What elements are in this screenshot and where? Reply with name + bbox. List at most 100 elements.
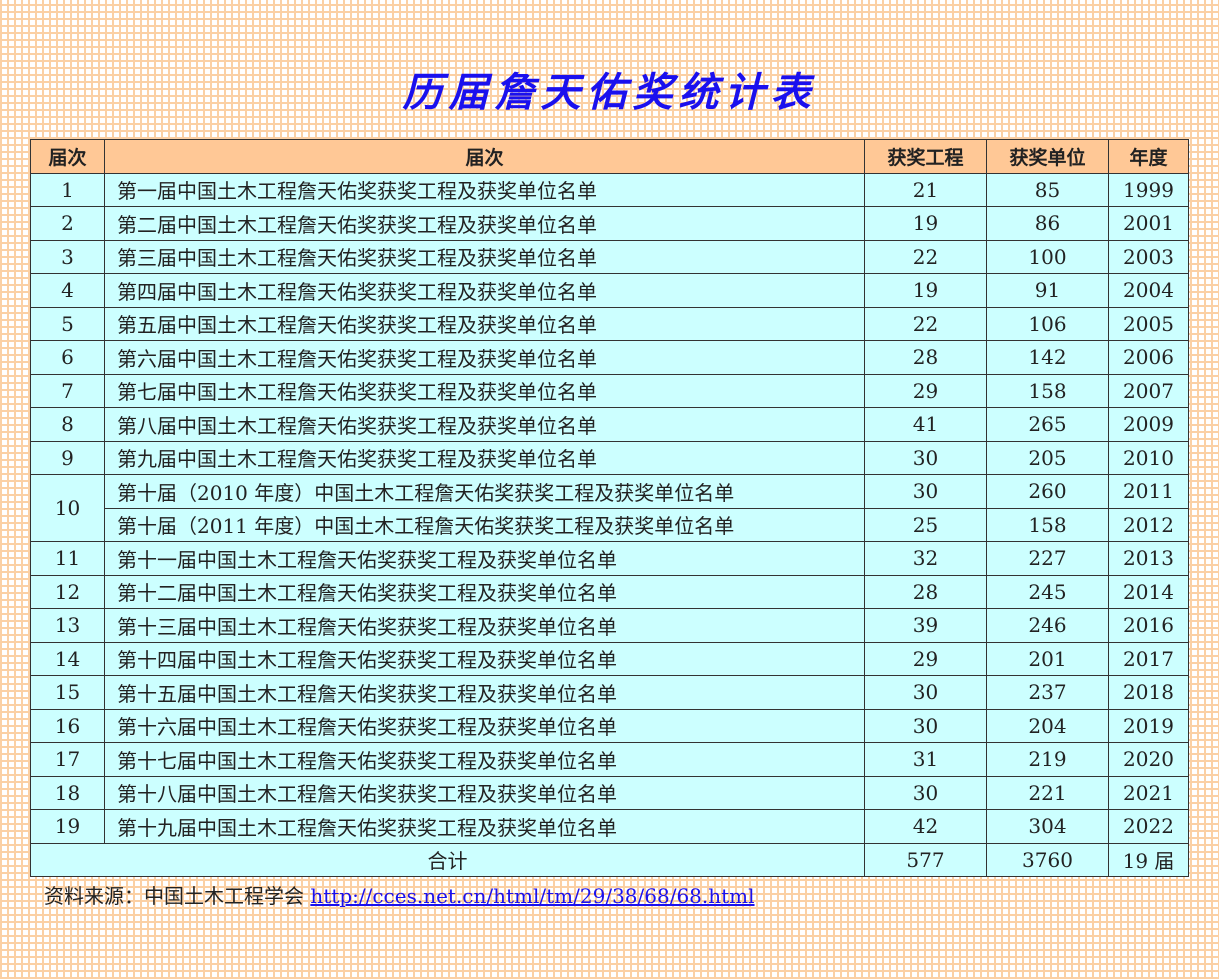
- table-row: 19 第十九届中国土木工程詹天佑奖获奖工程及获奖单位名单 42 304 2022: [30, 809, 1189, 844]
- cell-name: 第十六届中国土木工程詹天佑奖获奖工程及获奖单位名单: [104, 708, 865, 743]
- page-title: 历届詹天佑奖统计表: [402, 69, 817, 116]
- cell-units: 246: [986, 608, 1109, 643]
- cell-projects: 30: [864, 474, 987, 509]
- cell-projects: 30: [864, 675, 987, 710]
- header-session: 届次: [30, 139, 105, 174]
- cell-units: 304: [986, 809, 1109, 844]
- cell-name: 第八届中国土木工程詹天佑奖获奖工程及获奖单位名单: [104, 407, 865, 442]
- cell-projects: 28: [864, 574, 987, 609]
- table-row: 13 第十三届中国土木工程詹天佑奖获奖工程及获奖单位名单 39 246 2016: [30, 608, 1189, 643]
- cell-units: 221: [986, 775, 1109, 810]
- cell-session: 1: [30, 172, 105, 207]
- cell-name: 第十八届中国土木工程詹天佑奖获奖工程及获奖单位名单: [104, 775, 865, 810]
- cell-name: 第四届中国土木工程詹天佑奖获奖工程及获奖单位名单: [104, 273, 865, 308]
- cell-year: 2003: [1108, 239, 1189, 274]
- cell-session: 11: [30, 541, 105, 576]
- table-row: 8 第八届中国土木工程詹天佑奖获奖工程及获奖单位名单 41 265 2009: [30, 407, 1189, 442]
- cell-session: 4: [30, 273, 105, 308]
- cell-projects: 19: [864, 273, 987, 308]
- cell-name: 第十五届中国土木工程詹天佑奖获奖工程及获奖单位名单: [104, 675, 865, 710]
- cell-projects: 25: [864, 507, 987, 542]
- total-year: 19 届: [1108, 842, 1189, 877]
- cell-name: 第十二届中国土木工程詹天佑奖获奖工程及获奖单位名单: [104, 574, 865, 609]
- table-row: 10 第十届（2010 年度）中国土木工程詹天佑奖获奖工程及获奖单位名单 30 260…: [30, 474, 1189, 542]
- cell-name: 第十四届中国土木工程詹天佑奖获奖工程及获奖单位名单: [104, 641, 865, 676]
- table-row: 9 第九届中国土木工程詹天佑奖获奖工程及获奖单位名单 30 205 2010: [30, 440, 1189, 475]
- table-row: 4 第四届中国土木工程詹天佑奖获奖工程及获奖单位名单 19 91 2004: [30, 273, 1189, 308]
- cell-year: 1999: [1108, 172, 1189, 207]
- table-row: 3 第三届中国土木工程詹天佑奖获奖工程及获奖单位名单 22 100 2003: [30, 239, 1189, 274]
- cell-session: 13: [30, 608, 105, 643]
- cell-units: 106: [986, 306, 1109, 341]
- table-row: 14 第十四届中国土木工程詹天佑奖获奖工程及获奖单位名单 29 201 2017: [30, 641, 1189, 676]
- cell-year: 2007: [1108, 373, 1189, 408]
- total-units: 3760: [986, 842, 1109, 877]
- cell-name: 第十三届中国土木工程詹天佑奖获奖工程及获奖单位名单: [104, 608, 865, 643]
- header-units: 获奖单位: [986, 139, 1109, 174]
- cell-year: 2001: [1108, 206, 1189, 241]
- cell-year: 2012: [1108, 507, 1189, 542]
- cell-units: 158: [986, 507, 1109, 542]
- table-row: 5 第五届中国土木工程詹天佑奖获奖工程及获奖单位名单 22 106 2005: [30, 306, 1189, 341]
- cell-units: 201: [986, 641, 1109, 676]
- cell-projects: 31: [864, 742, 987, 777]
- cell-year: 2013: [1108, 541, 1189, 576]
- cell-units: 85: [986, 172, 1109, 207]
- cell-projects: 30: [864, 708, 987, 743]
- total-label: 合计: [30, 842, 865, 877]
- cell-projects: 29: [864, 373, 987, 408]
- cell-units: 91: [986, 273, 1109, 308]
- cell-year: 2005: [1108, 306, 1189, 341]
- cell-name: 第十九届中国土木工程詹天佑奖获奖工程及获奖单位名单: [104, 809, 865, 844]
- cell-units: 265: [986, 407, 1109, 442]
- source-label: 资料来源：中国土木工程学会: [44, 884, 311, 908]
- cell-name: 第十七届中国土木工程詹天佑奖获奖工程及获奖单位名单: [104, 742, 865, 777]
- cell-session: 17: [30, 742, 105, 777]
- header-name: 届次: [104, 139, 865, 174]
- source-note: 资料来源：中国土木工程学会 http://cces.net.cn/html/tm…: [44, 880, 755, 909]
- cell-projects: 42: [864, 809, 987, 844]
- cell-year: 2004: [1108, 273, 1189, 308]
- cell-units: 204: [986, 708, 1109, 743]
- cell-year: 2021: [1108, 775, 1189, 810]
- cell-units: 100: [986, 239, 1109, 274]
- cell-session: 18: [30, 775, 105, 810]
- cell-year: 2014: [1108, 574, 1189, 609]
- table-row: 第十届（2011 年度）中国土木工程詹天佑奖获奖工程及获奖单位名单 25 158 20…: [31, 507, 1189, 542]
- cell-projects: 30: [864, 775, 987, 810]
- cell-units: 219: [986, 742, 1109, 777]
- cell-units: 158: [986, 373, 1109, 408]
- source-link[interactable]: http://cces.net.cn/html/tm/29/38/68/68.h…: [310, 884, 755, 908]
- cell-session: 7: [30, 373, 105, 408]
- table-row: 11 第十一届中国土木工程詹天佑奖获奖工程及获奖单位名单 32 227 2013: [30, 541, 1189, 576]
- cell-projects: 19: [864, 206, 987, 241]
- cell-year: 2011: [1108, 474, 1189, 509]
- cell-session: 6: [30, 340, 105, 375]
- table-row: 16 第十六届中国土木工程詹天佑奖获奖工程及获奖单位名单 30 204 2019: [30, 708, 1189, 743]
- cell-projects: 41: [864, 407, 987, 442]
- cell-session: 12: [30, 574, 105, 609]
- table-row: 17 第十七届中国土木工程詹天佑奖获奖工程及获奖单位名单 31 219 2020: [30, 742, 1189, 777]
- cell-year: 2018: [1108, 675, 1189, 710]
- table-row: 18 第十八届中国土木工程詹天佑奖获奖工程及获奖单位名单 30 221 2021: [30, 775, 1189, 810]
- cell-name: 第七届中国土木工程詹天佑奖获奖工程及获奖单位名单: [104, 373, 865, 408]
- table-row: 7 第七届中国土木工程詹天佑奖获奖工程及获奖单位名单 29 158 2007: [30, 373, 1189, 408]
- cell-projects: 29: [864, 641, 987, 676]
- header-year: 年度: [1108, 139, 1189, 174]
- cell-session: 5: [30, 306, 105, 341]
- cell-projects: 32: [864, 541, 987, 576]
- table-row: 1 第一届中国土木工程詹天佑奖获奖工程及获奖单位名单 21 85 1999: [30, 172, 1189, 207]
- cell-session: 2: [30, 206, 105, 241]
- cell-units: 86: [986, 206, 1109, 241]
- cell-session: 9: [30, 440, 105, 475]
- cell-projects: 39: [864, 608, 987, 643]
- cell-year: 2020: [1108, 742, 1189, 777]
- cell-name: 第十届（2011 年度）中国土木工程詹天佑奖获奖工程及获奖单位名单: [104, 507, 865, 542]
- cell-name: 第五届中国土木工程詹天佑奖获奖工程及获奖单位名单: [104, 306, 865, 341]
- cell-year: 2022: [1108, 809, 1189, 844]
- cell-projects: 30: [864, 440, 987, 475]
- cell-units: 205: [986, 440, 1109, 475]
- cell-name: 第一届中国土木工程詹天佑奖获奖工程及获奖单位名单: [104, 172, 865, 207]
- award-statistics-table: 届次 届次 获奖工程 获奖单位 年度 1 第一届中国土木工程詹天佑奖获奖工程及获奖…: [30, 139, 1189, 877]
- cell-year: 2010: [1108, 440, 1189, 475]
